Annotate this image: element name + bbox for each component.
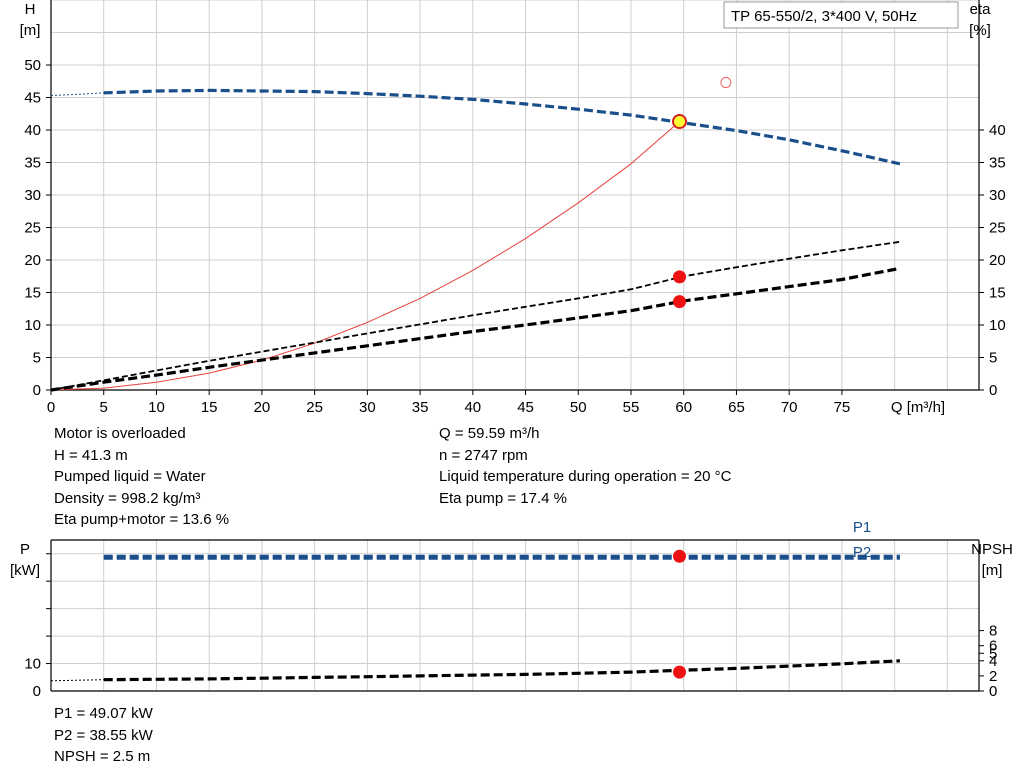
x-tick-label: 45: [517, 399, 534, 416]
left-tick-label: 50: [24, 57, 41, 74]
density-value: Density = 998.2 kg/m³: [54, 489, 201, 507]
info-right-panel: Q = 59.59 m³/h n = 2747 rpm Liquid tempe…: [439, 423, 731, 509]
x-tick-label: 40: [464, 399, 481, 416]
left-tick-label: 5: [33, 350, 41, 367]
x-tick-label: 5: [100, 399, 108, 416]
motor-status: Motor is overloaded: [54, 425, 186, 442]
point-duty-point: [672, 114, 688, 130]
point-NPSH-point: [673, 665, 687, 679]
p2-value: P2 = 38.55 kW: [54, 726, 153, 744]
info-left-panel: Motor is overloaded H = 41.3 m Pumped li…: [54, 423, 229, 531]
left-tick-label: 15: [24, 285, 41, 302]
point-P1-point: [673, 549, 687, 563]
right-tick-label: 0: [989, 382, 997, 399]
eta-pump-motor-value: Eta pump+motor = 13.6 %: [54, 511, 230, 528]
right-tick-label: 20: [989, 252, 1006, 269]
point-open-marker: [720, 77, 732, 89]
x-axis-label: Q [m³/h]: [891, 399, 945, 416]
left-tick-label: 35: [24, 155, 41, 172]
pumped-liquid: Pumped liquid = Water: [54, 468, 206, 485]
x-tick-label: 60: [675, 399, 692, 416]
x-tick-label: 25: [306, 399, 323, 416]
series-eta-pump-motor: [50, 266, 901, 392]
right-tick-label: 35: [989, 155, 1006, 172]
right-tick-label: 30: [989, 187, 1006, 204]
bottom-right-tick-label: 4: [989, 653, 997, 670]
x-tick-label: 10: [148, 399, 165, 416]
bottom-left-tick-label: 10: [24, 656, 41, 673]
series-eta-pump: [50, 240, 901, 391]
label-P2: P2: [853, 544, 871, 561]
right-tick-label: 5: [989, 350, 997, 367]
flow-value: Q = 59.59 m³/h: [439, 425, 540, 442]
x-tick-label: 20: [254, 399, 271, 416]
eta-pump-value: Eta pump = 17.4 %: [439, 489, 567, 507]
right-tick-label: 25: [989, 220, 1006, 237]
left-axis-unit: [m]: [20, 22, 41, 39]
x-tick-label: 75: [834, 399, 851, 416]
x-tick-label: 55: [623, 399, 640, 416]
label-P1: P1: [853, 519, 871, 536]
left-tick-label: 45: [24, 90, 41, 107]
p1-value: P1 = 49.07 kW: [54, 705, 153, 722]
x-tick-label: 65: [728, 399, 745, 416]
title-box: [723, 1, 959, 29]
bottom-right-tick-label: 0: [989, 683, 997, 700]
x-tick-label: 15: [201, 399, 218, 416]
series-H: [103, 88, 901, 166]
bottom-right-tick-label: 5: [989, 645, 997, 662]
bottom-right-tick-label: 6: [989, 638, 997, 655]
right-tick-label: 10: [989, 317, 1006, 334]
point-eta-pump-motor-point: [673, 295, 687, 309]
left-tick-label: 30: [24, 187, 41, 204]
left-tick-label: 0: [33, 382, 41, 399]
left-tick-label: 10: [24, 317, 41, 334]
series-H-extrapolated: [50, 92, 104, 97]
right-tick-label: 15: [989, 285, 1006, 302]
speed-value: n = 2747 rpm: [439, 446, 528, 464]
bottom-right-axis-label: NPSH: [971, 541, 1013, 558]
left-tick-label: 40: [24, 122, 41, 139]
bottom-left-axis-unit: [kW]: [10, 562, 40, 579]
info-bottom-panel: P1 = 49.07 kW P2 = 38.55 kW NPSH = 2.5 m: [54, 703, 153, 768]
liquid-temperature: Liquid temperature during operation = 20…: [439, 468, 732, 485]
right-tick-label: 40: [989, 122, 1006, 139]
bottom-left-tick-label: 0: [33, 683, 41, 700]
bottom-right-tick-label: 8: [989, 623, 997, 640]
x-tick-label: 35: [412, 399, 429, 416]
x-tick-label: 0: [47, 399, 55, 416]
top-chart-grid: [46, 0, 984, 395]
right-axis-label: eta: [970, 1, 992, 18]
npsh-value: NPSH = 2.5 m: [54, 748, 151, 765]
x-tick-label: 70: [781, 399, 798, 416]
top-chart-series: [50, 77, 901, 392]
bottom-left-axis-label: P: [20, 541, 30, 558]
bottom-chart-grid: [46, 539, 984, 692]
x-tick-label: 30: [359, 399, 376, 416]
bottom-right-axis-unit: [m]: [982, 562, 1003, 579]
point-eta-pump-point: [673, 270, 687, 284]
left-axis-label: H: [25, 1, 36, 18]
series-NPSH-extrapolated: [50, 679, 104, 682]
bottom-right-tick-label: 2: [989, 668, 997, 685]
left-tick-label: 25: [24, 220, 41, 237]
head-value: H = 41.3 m: [54, 446, 128, 464]
left-tick-label: 20: [24, 252, 41, 269]
x-tick-label: 50: [570, 399, 587, 416]
bottom-chart-series: [50, 549, 900, 682]
right-axis-unit: [%]: [969, 22, 991, 39]
series-system-curve: [50, 121, 680, 391]
chart-title: TP 65-550/2, 3*400 V, 50Hz: [731, 8, 917, 25]
series-NPSH: [103, 659, 900, 682]
